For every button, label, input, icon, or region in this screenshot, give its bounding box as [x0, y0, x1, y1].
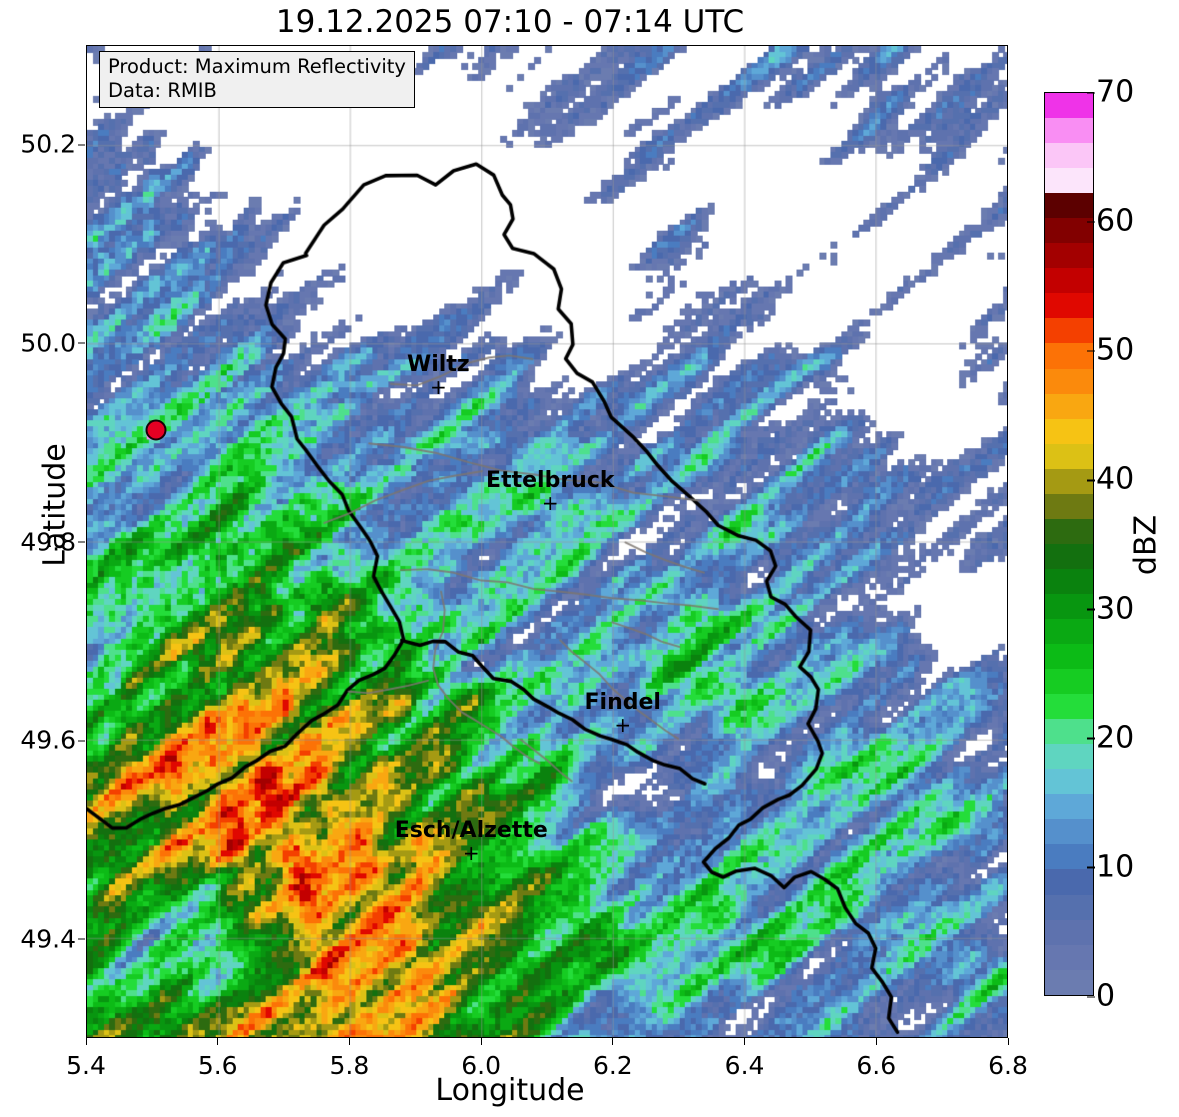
colorbar-band-4 [1045, 869, 1093, 895]
colorbar-band-2 [1045, 919, 1093, 945]
city-label-wiltz: Wiltz + [406, 351, 470, 399]
colorbar-band-26 [1045, 318, 1093, 344]
x-tick-5.8: 5.8 [309, 1038, 389, 1080]
y-tick-50.0: 50.0 [0, 328, 85, 357]
x-tick-6.6: 6.6 [836, 1038, 916, 1080]
colorbar-band-14 [1045, 618, 1093, 645]
colorbar-band-30 [1045, 218, 1093, 244]
colorbar-band-23 [1045, 393, 1093, 419]
colorbar-band-22 [1045, 418, 1093, 444]
colorbar-band-18 [1045, 518, 1093, 544]
colorbar-band-24 [1045, 368, 1093, 394]
colorbar-band-7 [1045, 794, 1093, 820]
y-tick-49.4: 49.4 [0, 924, 85, 953]
colorbar-band-17 [1045, 543, 1093, 569]
x-tick-6.2: 6.2 [573, 1038, 653, 1080]
colorbar-tick-10: 10 [1087, 849, 1134, 884]
x-axis-label: Longitude [435, 1073, 585, 1108]
colorbar-band-11 [1045, 694, 1093, 720]
colorbar-band-19 [1045, 493, 1093, 519]
y-tick-49.6: 49.6 [0, 726, 85, 755]
radar-plot-area[interactable] [86, 45, 1008, 1038]
colorbar-band-28 [1045, 268, 1093, 294]
y-tick-49.8: 49.8 [0, 527, 85, 556]
colorbar-tick-0: 0 [1087, 979, 1115, 1014]
colorbar-band-32 [1045, 168, 1093, 194]
colorbar[interactable] [1044, 92, 1094, 996]
y-tick-50.2: 50.2 [0, 130, 85, 159]
colorbar-band-20 [1045, 468, 1093, 494]
colorbar-band-21 [1045, 443, 1093, 469]
x-tick-5.4: 5.4 [46, 1038, 126, 1080]
colorbar-band-29 [1045, 243, 1093, 269]
city-label-ettelbruck: Ettelbruck + [486, 467, 615, 515]
colorbar-label: dBZ [1128, 514, 1164, 576]
colorbar-tick-60: 60 [1087, 204, 1134, 239]
colorbar-band-9 [1045, 744, 1093, 770]
colorbar-band-16 [1045, 568, 1093, 594]
y-axis-label: Latitude [37, 443, 73, 567]
colorbar-band-8 [1045, 769, 1093, 795]
colorbar-band-27 [1045, 293, 1093, 319]
city-label-esch-alzette: Esch/Alzette + [394, 818, 548, 866]
colorbar-band-35 [1045, 93, 1093, 119]
colorbar-band-0 [1045, 969, 1093, 995]
map-overlay-borders [87, 46, 1007, 1037]
legend-data-line: Data: RMIB [108, 78, 217, 102]
colorbar-band-34 [1045, 118, 1093, 144]
colorbar-tick-40: 40 [1087, 462, 1134, 497]
colorbar-band-12 [1045, 669, 1093, 695]
colorbar-band-33 [1045, 143, 1093, 169]
colorbar-tick-20: 20 [1087, 720, 1134, 755]
colorbar-band-1 [1045, 944, 1093, 970]
colorbar-band-31 [1045, 193, 1093, 219]
x-tick-6.8: 6.8 [968, 1038, 1048, 1080]
city-label-findel: Findel + [584, 690, 661, 738]
colorbar-band-10 [1045, 719, 1093, 745]
colorbar-band-13 [1045, 644, 1093, 670]
colorbar-band-6 [1045, 819, 1093, 845]
page-title: 19.12.2025 07:10 - 07:14 UTC [275, 4, 745, 40]
colorbar-tick-70: 70 [1087, 75, 1134, 110]
colorbar-band-3 [1045, 894, 1093, 920]
colorbar-band-15 [1045, 593, 1093, 619]
product-info-box: Product: Maximum Reflectivity Data: RMIB [99, 51, 415, 108]
colorbar-tick-50: 50 [1087, 333, 1134, 368]
radar-site-marker[interactable] [145, 419, 167, 441]
legend-product-line: Product: Maximum Reflectivity [108, 55, 406, 78]
x-tick-5.6: 5.6 [178, 1038, 258, 1080]
x-tick-6.4: 6.4 [705, 1038, 785, 1080]
colorbar-tick-30: 30 [1087, 591, 1134, 626]
colorbar-band-25 [1045, 343, 1093, 369]
x-tick-6.0: 6.0 [441, 1038, 521, 1080]
colorbar-band-5 [1045, 844, 1093, 870]
